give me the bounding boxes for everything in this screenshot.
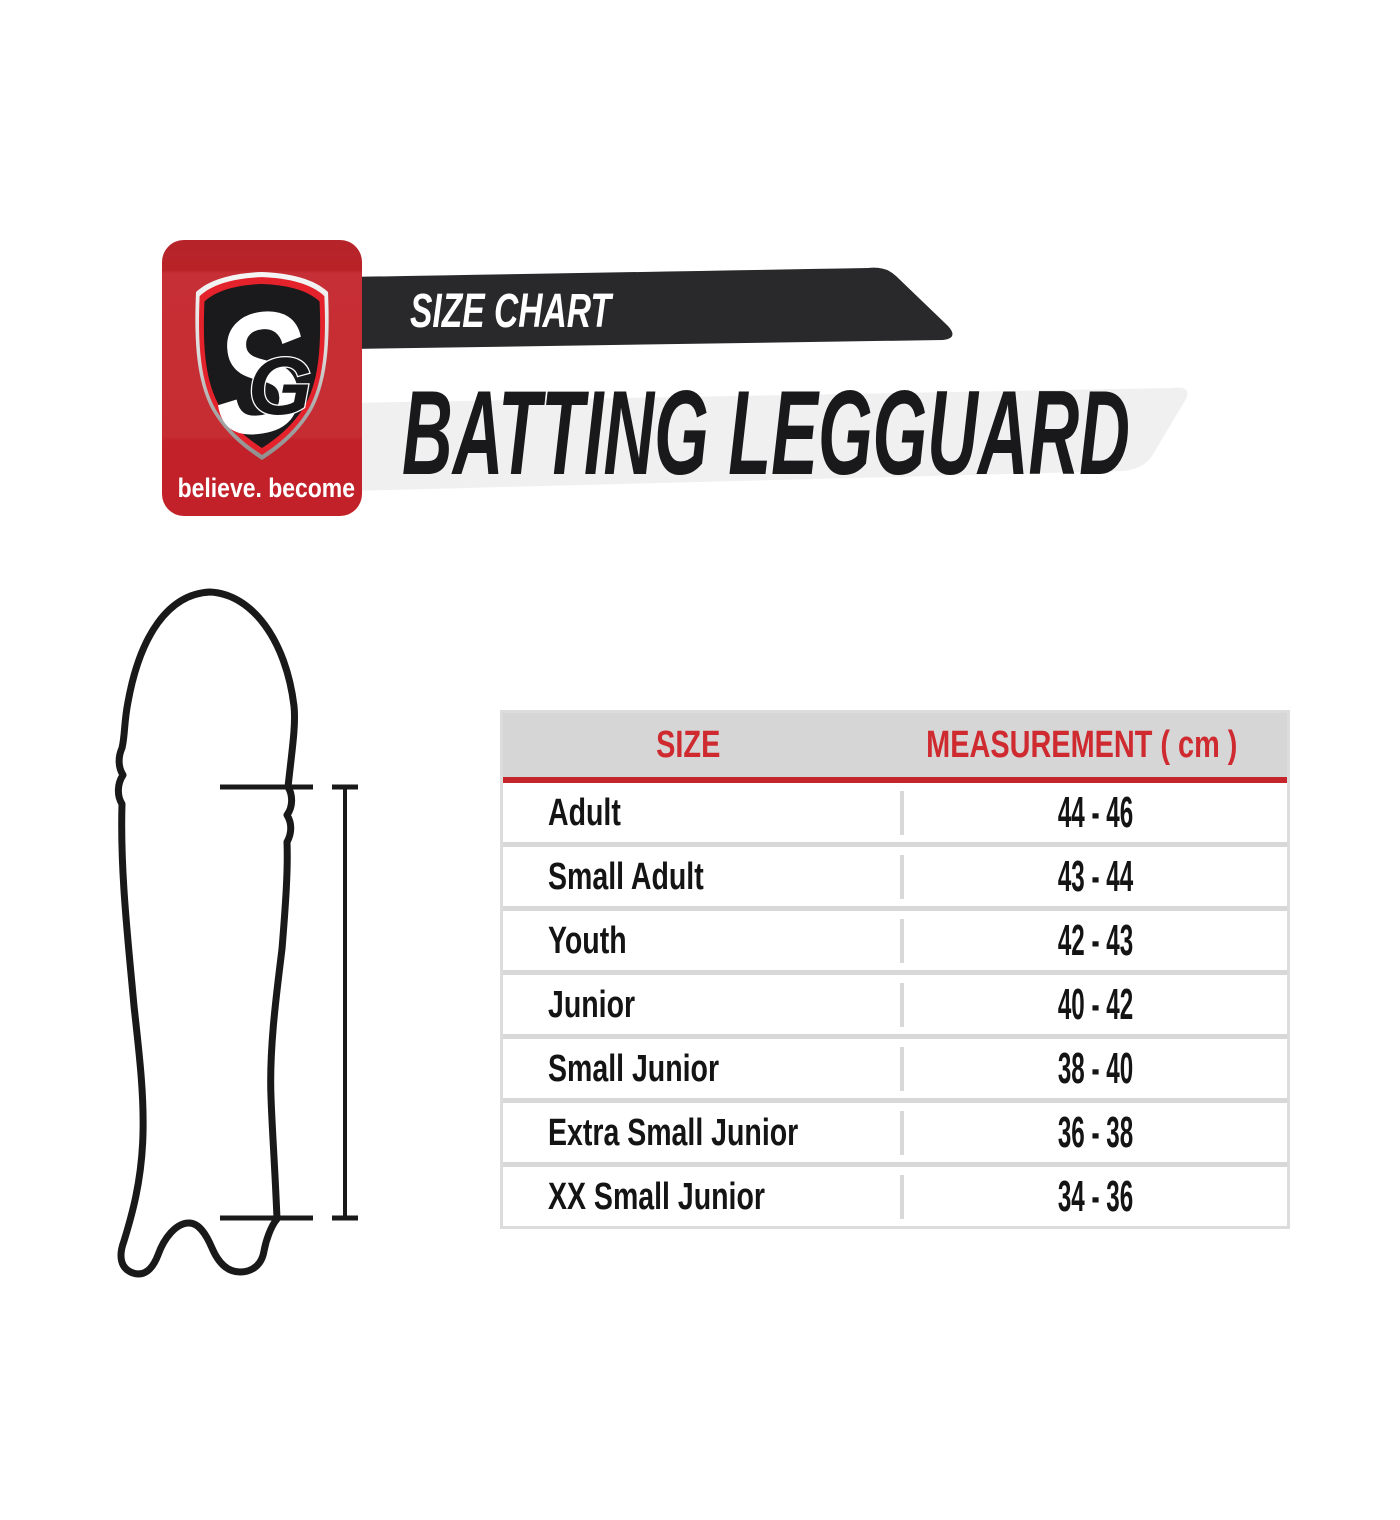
legguard-outline-drawing	[114, 588, 358, 1278]
row-measurement-value: 40 - 42	[900, 982, 1287, 1027]
row-measurement-value: 44 - 46	[900, 790, 1287, 835]
row-size-label: Small Adult	[548, 855, 704, 898]
height-measurement-indicator	[220, 784, 358, 1221]
size-chart-label-text: SIZE CHART	[410, 285, 611, 338]
row-measurement-value: 38 - 40	[900, 1046, 1287, 1091]
brand-tagline-text: believe. become	[177, 473, 355, 503]
table-row: Extra Small Junior 36 - 38	[503, 1103, 1287, 1167]
row-size-label: Junior	[548, 983, 636, 1026]
column-header-size: SIZE	[656, 724, 721, 766]
table-row: Youth 42 - 43	[503, 911, 1287, 975]
table-row: XX Small Junior 34 - 36	[503, 1167, 1287, 1226]
size-chart-label: SIZE CHART	[410, 288, 697, 336]
row-size-label: Small Junior	[548, 1047, 720, 1090]
product-title: BATTING LEGGUARD	[402, 373, 1400, 493]
column-header-measurement: MEASUREMENT ( cm )	[926, 724, 1238, 766]
row-size-label: Adult	[548, 791, 621, 834]
title-band-shape	[350, 387, 1188, 491]
row-measurement-value: 43 - 44	[900, 854, 1287, 899]
table-row: Junior 40 - 42	[503, 975, 1287, 1039]
row-size-label: XX Small Junior	[548, 1175, 765, 1218]
table-row: Small Junior 38 - 40	[503, 1039, 1287, 1103]
table-row: Adult 44 - 46	[503, 783, 1287, 847]
size-table: SIZE MEASUREMENT ( cm ) Adult 44 - 46 Sm…	[500, 710, 1290, 1229]
row-measurement-value: 42 - 43	[900, 918, 1287, 963]
sg-logo-card: S G believe. become	[162, 240, 362, 516]
shield-black-field	[203, 284, 321, 448]
row-size-label: Extra Small Junior	[548, 1111, 799, 1154]
shield-s-letter: S	[210, 272, 310, 472]
sg-shield-icon: S G	[195, 272, 329, 473]
brand-tagline: believe. become	[162, 475, 362, 502]
row-size-label: Youth	[548, 919, 627, 962]
product-title-text: BATTING LEGGUARD	[402, 366, 1130, 500]
shield-g-letter: G	[248, 341, 312, 432]
legguard-pad-outline	[114, 588, 299, 1278]
row-measurement-value: 34 - 36	[900, 1174, 1287, 1219]
table-row: Small Adult 43 - 44	[503, 847, 1287, 911]
row-measurement-value: 36 - 38	[900, 1110, 1287, 1155]
size-chart-ribbon-shape	[350, 267, 953, 349]
table-header-row: SIZE MEASUREMENT ( cm )	[503, 713, 1287, 777]
table-accent-bar	[503, 777, 1287, 783]
